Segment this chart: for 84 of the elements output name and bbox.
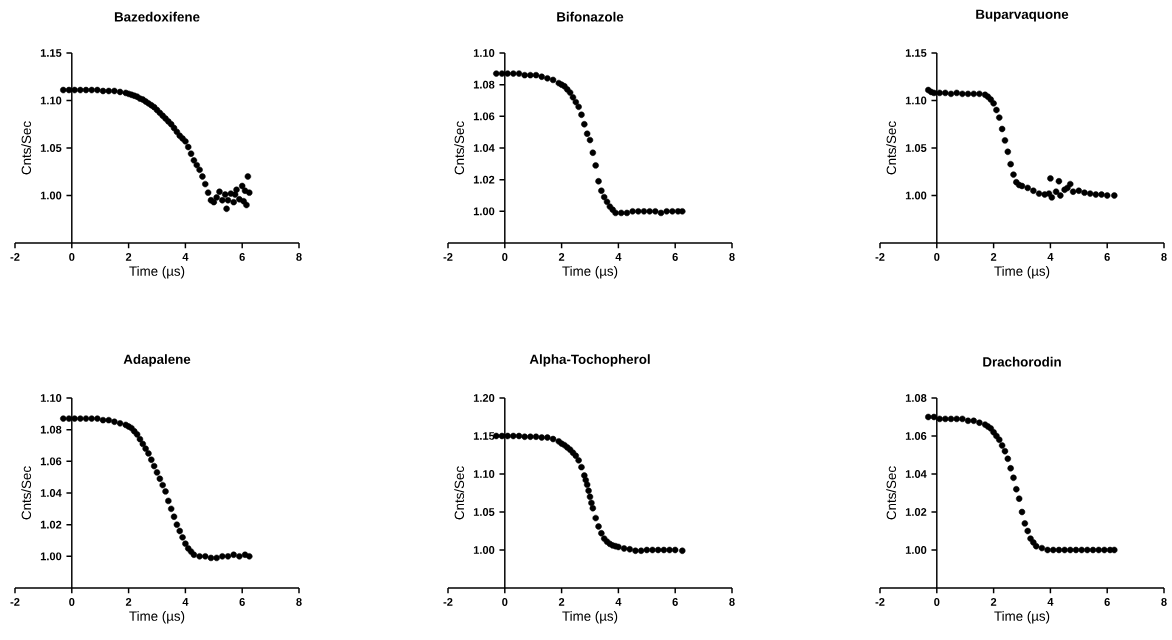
x-tick-label: 2 (125, 598, 132, 606)
x-tick-label: 0 (934, 598, 940, 606)
x-tick-label: -2 (875, 598, 885, 606)
y-axis-title: Cnts/Sec (21, 121, 32, 175)
x-axis-title: Time (µs) (994, 266, 1050, 279)
x-tick-label: 2 (558, 253, 565, 261)
y-tick-label: 1.02 (905, 508, 927, 516)
y-axis-title: Cnts/Sec (886, 466, 897, 520)
y-tick-label: 1.02 (473, 175, 495, 184)
y-tick-label: 1.10 (473, 470, 495, 478)
y-tick-label: 1.04 (40, 489, 62, 497)
y-tick-label: 1.15 (905, 49, 927, 57)
x-tick-label: 2 (990, 253, 997, 261)
chart-title: Bazedoxifene (114, 11, 200, 22)
x-tick-label: 2 (125, 253, 132, 261)
y-tick-label: 1.10 (40, 96, 62, 105)
y-tick-label: 1.10 (473, 49, 495, 57)
y-tick-label: 1.00 (473, 546, 495, 554)
y-tick-label: 1.00 (905, 191, 927, 200)
x-tick-label: -2 (875, 253, 885, 261)
y-tick-label: 1.00 (40, 552, 62, 561)
x-tick-label: 8 (1161, 598, 1167, 606)
x-tick-label: -2 (443, 598, 453, 606)
x-tick-label: 8 (1161, 253, 1167, 261)
x-tick-label: 6 (239, 598, 245, 606)
x-tick-label: 6 (672, 598, 678, 606)
x-axis-title: Time (µs) (562, 611, 618, 624)
chart-title: Bifonazole (557, 11, 624, 22)
y-tick-label: 1.20 (473, 394, 495, 402)
x-tick-label: 0 (69, 253, 75, 261)
y-tick-label: 1.00 (905, 546, 927, 554)
y-tick-label: 1.15 (473, 432, 495, 440)
x-tick-label: -2 (10, 598, 20, 606)
x-tick-label: 0 (502, 598, 508, 606)
x-tick-label: -2 (10, 253, 20, 261)
chart-title: Buparvaquone (976, 9, 1069, 22)
y-tick-label: 1.08 (905, 394, 927, 402)
y-tick-label: 1.08 (473, 80, 495, 89)
y-tick-label: 1.00 (40, 191, 62, 200)
y-tick-label: 1.05 (905, 144, 927, 152)
x-tick-label: 6 (672, 253, 678, 261)
y-axis-title: Cnts/Sec (21, 466, 32, 520)
chart-title: Drachorodin (983, 356, 1061, 367)
x-tick-label: 4 (615, 253, 622, 261)
y-tick-label: 1.05 (473, 508, 495, 516)
chart-title: Adapalene (123, 354, 191, 367)
x-tick-label: 8 (296, 598, 302, 606)
x-tick-label: 6 (239, 253, 245, 261)
y-tick-label: 1.06 (473, 112, 495, 121)
x-tick-label: 4 (1047, 253, 1054, 261)
y-tick-label: 1.04 (473, 144, 495, 152)
y-axis-title: Cnts/Sec (454, 466, 465, 520)
x-tick-label: 8 (729, 253, 735, 261)
x-tick-label: 8 (296, 253, 302, 261)
x-tick-label: 0 (934, 253, 940, 261)
y-tick-label: 1.08 (40, 425, 62, 434)
y-axis-title: Cnts/Sec (886, 121, 897, 175)
y-tick-label: 1.15 (40, 49, 62, 57)
chart-title: Alpha-Tochopherol (529, 354, 650, 367)
x-tick-label: 4 (615, 598, 622, 606)
y-tick-label: 1.10 (905, 96, 927, 105)
y-tick-label: 1.10 (40, 394, 62, 402)
x-tick-label: 8 (729, 598, 735, 606)
x-tick-label: 0 (502, 253, 508, 261)
y-tick-label: 1.06 (40, 457, 62, 466)
x-tick-label: 2 (990, 598, 997, 606)
x-tick-label: 0 (69, 598, 75, 606)
x-tick-label: 4 (182, 598, 189, 606)
x-tick-label: 4 (1047, 598, 1054, 606)
y-tick-label: 1.04 (905, 470, 927, 478)
x-axis-title: Time (µs) (994, 611, 1050, 624)
x-axis-title: Time (µs) (562, 266, 618, 279)
x-axis-title: Time (µs) (129, 611, 185, 624)
y-tick-label: 1.02 (40, 520, 62, 529)
x-tick-label: 6 (1104, 598, 1110, 606)
y-axis-title: Cnts/Sec (454, 121, 465, 175)
x-tick-label: 2 (558, 598, 565, 606)
x-axis-title: Time (µs) (129, 266, 185, 279)
y-tick-label: 1.05 (40, 144, 62, 152)
y-tick-label: 1.06 (905, 432, 927, 440)
x-tick-label: 6 (1104, 253, 1110, 261)
x-tick-label: -2 (443, 253, 453, 261)
x-tick-label: 4 (182, 253, 189, 261)
y-tick-label: 1.00 (473, 207, 495, 216)
